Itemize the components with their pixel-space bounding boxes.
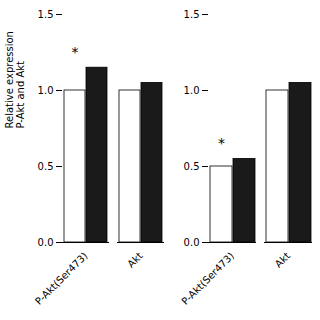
svg-text:0.0: 0.0 <box>38 237 54 248</box>
svg-text:Akt: Akt <box>273 250 293 270</box>
svg-text:0.5: 0.5 <box>184 161 200 172</box>
svg-text:P-Akt(Ser473): P-Akt(Ser473) <box>33 250 90 307</box>
svg-text:P-Akt(Ser473): P-Akt(Ser473) <box>179 250 236 307</box>
svg-text:0.5: 0.5 <box>38 161 54 172</box>
svg-text:1.5: 1.5 <box>184 9 200 20</box>
svg-text:0.0: 0.0 <box>184 237 200 248</box>
svg-text:1.5: 1.5 <box>38 9 54 20</box>
svg-text:1.0: 1.0 <box>38 85 54 96</box>
svg-text:Akt: Akt <box>125 250 145 270</box>
svg-text:1.0: 1.0 <box>184 85 200 96</box>
svg-text:*: * <box>72 44 79 60</box>
svg-text:Relative expressionP-Akt and A: Relative expressionP-Akt and Akt <box>4 31 26 128</box>
svg-text:*: * <box>218 135 225 151</box>
